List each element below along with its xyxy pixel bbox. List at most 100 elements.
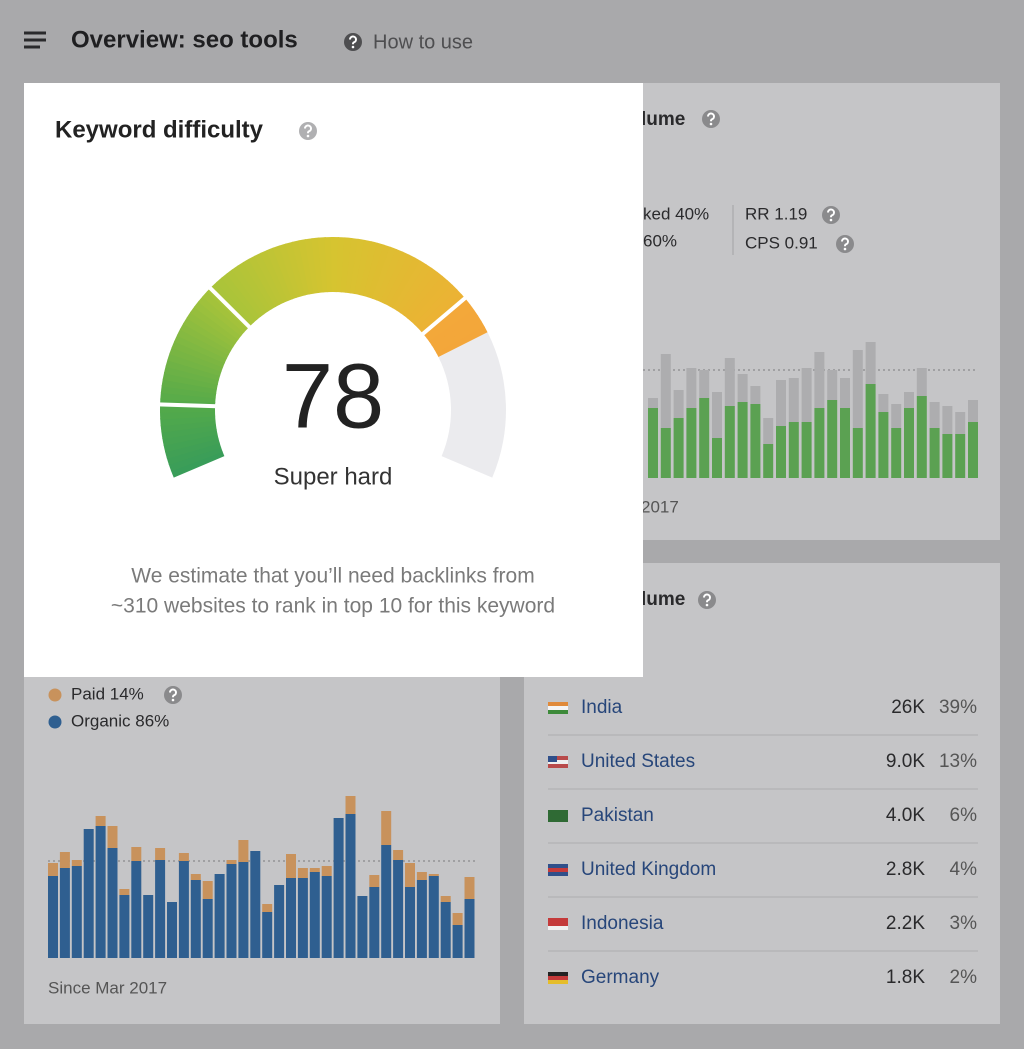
- gauge-slice: [429, 309, 479, 346]
- bar: [71, 860, 82, 866]
- bar: [262, 904, 273, 912]
- gauge-slice: [165, 359, 221, 381]
- bar: [297, 868, 308, 878]
- flag-stripe: [548, 760, 568, 764]
- country-share: 3%: [950, 913, 978, 934]
- bar: [357, 896, 368, 958]
- bar: [968, 400, 978, 422]
- gauge-slice: [285, 241, 306, 297]
- bar: [724, 406, 735, 478]
- gauge-slice: [211, 281, 254, 327]
- country-name[interactable]: Pakistan: [581, 805, 654, 826]
- help-dot: [306, 134, 310, 138]
- country-share: 13%: [939, 751, 977, 772]
- flag: [548, 918, 568, 930]
- bar: [95, 816, 106, 826]
- help-icon[interactable]: [299, 122, 317, 140]
- menu-icon[interactable]: [24, 31, 46, 49]
- bar: [286, 878, 296, 958]
- gauge-slice: [168, 446, 223, 472]
- gauge-slice: [363, 242, 385, 298]
- bar: [321, 866, 332, 876]
- gauge-slice: [298, 239, 315, 295]
- gauge-slice: [166, 442, 222, 466]
- help-icon[interactable]: [702, 110, 720, 128]
- country-name[interactable]: United Kingdom: [581, 859, 716, 880]
- bar: [801, 422, 812, 478]
- help-icon[interactable]: [822, 206, 840, 224]
- stat: RR 1.19: [745, 204, 807, 223]
- bar: [48, 863, 58, 876]
- bar: [83, 829, 94, 958]
- country-name[interactable]: Indonesia: [581, 913, 664, 934]
- help-glyph: [707, 112, 715, 122]
- gauge-slice: [183, 316, 234, 352]
- popup: Keyword difficulty 78 Super hard We estimat…: [24, 83, 643, 677]
- bar: [178, 861, 189, 958]
- gauge-slice: [179, 322, 232, 356]
- help-link[interactable]: How to use: [373, 31, 473, 53]
- gauge-slice: [423, 298, 471, 339]
- help-icon[interactable]: [698, 591, 716, 609]
- flag-stripe: [548, 926, 568, 930]
- help-dot: [709, 122, 713, 126]
- description: We estimate that you’ll need backlinks f…: [131, 565, 534, 588]
- help-icon[interactable]: [164, 686, 182, 704]
- bar: [226, 860, 237, 864]
- gauge-divider: [207, 285, 253, 330]
- bar: [737, 374, 748, 402]
- gauge-slice: [242, 258, 277, 310]
- gauge-slice: [174, 334, 227, 364]
- legend-dot: [48, 688, 62, 702]
- bar: [464, 877, 475, 899]
- bar: [776, 426, 786, 478]
- country-name[interactable]: United States: [581, 751, 695, 772]
- popup-title: Keyword difficulty: [55, 116, 264, 143]
- gauge-slice: [436, 326, 488, 357]
- bar: [648, 398, 658, 408]
- flag-stripe: [548, 710, 568, 714]
- bar: [852, 350, 863, 428]
- gauge-slice: [162, 429, 218, 446]
- bar: [942, 406, 953, 434]
- bar: [814, 352, 825, 408]
- help-icon[interactable]: [836, 235, 854, 253]
- bar: [891, 428, 902, 478]
- gauge-slice: [396, 263, 433, 314]
- flag-canton: [548, 756, 557, 762]
- gauge-divider: [158, 402, 218, 409]
- help-glyph: [827, 208, 835, 218]
- gauge-divider: [420, 295, 468, 337]
- bar: [381, 811, 392, 845]
- gauge-slice: [197, 295, 245, 337]
- country-share: 4%: [950, 859, 978, 880]
- gauge-slice: [161, 378, 217, 394]
- gauge-slice: [278, 243, 302, 298]
- bar: [309, 872, 320, 958]
- bar: [464, 899, 475, 958]
- help-icon[interactable]: [344, 33, 362, 51]
- help-dot: [843, 247, 847, 251]
- gauge-value: 78: [282, 345, 384, 447]
- help-glyph: [304, 124, 312, 134]
- bar: [750, 404, 761, 478]
- gauge-slice: [170, 451, 225, 478]
- bar: [788, 422, 799, 478]
- bar: [440, 902, 451, 958]
- country-name[interactable]: India: [581, 697, 623, 718]
- card-title: lume: [641, 589, 685, 610]
- country-volume: 9.0K: [886, 751, 925, 772]
- help-dot: [705, 603, 709, 607]
- country-volume: 2.8K: [886, 859, 925, 880]
- country-name[interactable]: Germany: [581, 967, 660, 988]
- gauge-slice: [434, 320, 486, 354]
- bar: [428, 876, 439, 958]
- bar: [321, 876, 332, 958]
- gauge-slice: [311, 237, 324, 293]
- flag-stripe: [548, 814, 568, 818]
- gauge-slice: [231, 265, 269, 315]
- bar: [178, 853, 189, 861]
- caption: 2017: [641, 497, 679, 516]
- bar: [840, 378, 850, 408]
